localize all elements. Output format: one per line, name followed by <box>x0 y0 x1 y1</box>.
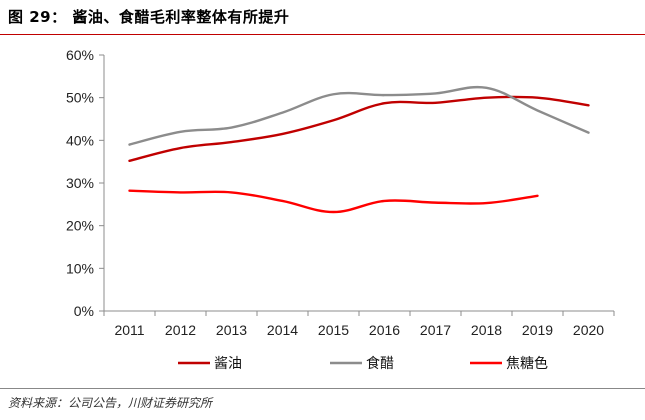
series-line-1 <box>128 95 590 163</box>
x-tick-label: 2011 <box>114 322 144 338</box>
x-tick-label: 2014 <box>267 322 298 338</box>
series-line-2 <box>128 85 590 146</box>
figure-title: 图 29： 酱油、食醋毛利率整体有所提升 <box>8 8 290 26</box>
x-tick-label: 2012 <box>165 322 196 338</box>
x-tick-label: 2017 <box>420 322 451 338</box>
title-underline <box>0 34 645 35</box>
series-line-3 <box>128 189 539 214</box>
figure-header: 图 29： 酱油、食醋毛利率整体有所提升 <box>0 0 645 32</box>
y-tick-label: 50% <box>66 90 94 106</box>
y-tick-label: 30% <box>66 175 94 191</box>
y-tick-label: 10% <box>66 260 94 276</box>
line-chart: 0% 10% 20% 30% 40% 50% 60% 2011 2012 2013 2014 2015… <box>66 47 615 372</box>
y-tick-label: 40% <box>66 132 94 148</box>
x-tick-label: 2019 <box>522 322 553 338</box>
source-note: 资料来源：公司公告，川财证券研究所 <box>8 396 213 410</box>
x-tick-label: 2016 <box>369 322 400 338</box>
x-tick-label: 2018 <box>471 322 502 338</box>
y-tick-label: 0% <box>74 303 94 319</box>
y-tick-label: 60% <box>66 47 94 63</box>
legend-label-3: 焦糖色 <box>506 355 548 372</box>
source-divider <box>0 388 645 389</box>
y-tick-label: 20% <box>66 218 94 234</box>
x-tick-label: 2020 <box>573 322 604 338</box>
x-tick-label: 2013 <box>216 322 247 338</box>
legend-label-1: 酱油 <box>214 356 242 372</box>
legend-label-2: 食醋 <box>366 355 394 372</box>
x-tick-label: 2015 <box>318 322 349 338</box>
